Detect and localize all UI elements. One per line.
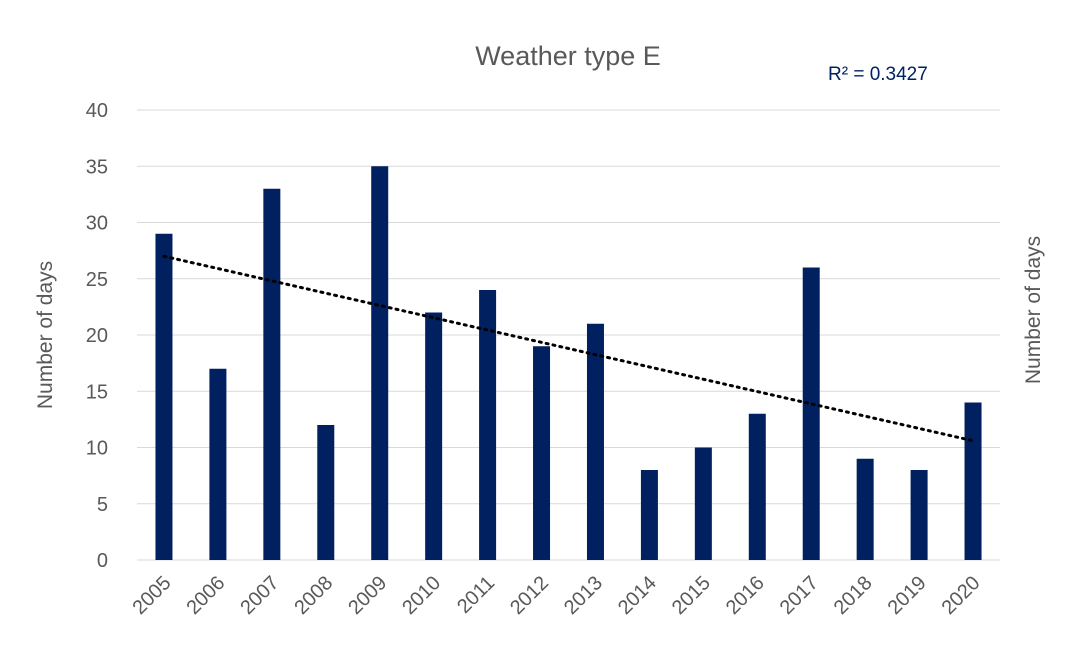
y-tick-label: 40: [86, 100, 108, 122]
x-tick-label: 2018: [830, 572, 877, 619]
y-tick-label: 30: [86, 213, 108, 235]
x-tick-label: 2011: [453, 572, 499, 618]
secondary-axis-label: Number of days: [1022, 236, 1045, 384]
linear-trendline: [162, 254, 975, 443]
bar-2015: [694, 447, 712, 560]
bar-2008: [317, 425, 335, 560]
x-tick-label: 2010: [398, 572, 445, 619]
bars: [155, 166, 982, 560]
x-tick-label: 2006: [182, 572, 229, 619]
y-axis-ticks: 0 5 10 15 20 25 30 35 40: [86, 100, 108, 572]
y-tick-label: 15: [86, 381, 108, 403]
x-tick-label: 2012: [506, 572, 553, 619]
bar-2005: [155, 233, 173, 560]
bar-2011: [479, 290, 497, 560]
trendline: [162, 254, 975, 443]
x-tick-label: 2014: [614, 572, 661, 619]
x-tick-label: 2013: [560, 572, 607, 619]
x-tick-label: 2016: [722, 572, 769, 619]
x-tick-label: 2017: [776, 572, 823, 619]
bar-2016: [748, 413, 766, 560]
x-tick-label: 2009: [344, 572, 391, 619]
y-tick-label: 20: [86, 325, 108, 347]
y-tick-label: 25: [86, 269, 108, 291]
x-axis-ticks: 2005 2006 2007 2008 2009 2010 2011 2012 2013 2014…: [128, 572, 984, 619]
y-tick-label: 5: [97, 494, 108, 516]
y-tick-label: 35: [86, 156, 108, 178]
bar-2012: [533, 346, 551, 560]
chart-title: Weather type E: [475, 41, 661, 71]
gridlines: [137, 109, 1000, 561]
bar-2014: [640, 470, 658, 560]
bar-2010: [425, 312, 443, 560]
y-tick-label: 10: [86, 438, 108, 460]
x-tick-label: 2005: [128, 572, 175, 619]
bar-2006: [209, 368, 227, 560]
bar-2009: [371, 166, 389, 560]
bar-2019: [910, 470, 928, 560]
y-tick-label: 0: [97, 550, 108, 572]
x-tick-label: 2020: [938, 572, 985, 619]
r-squared-annotation: R² = 0.3427: [828, 64, 928, 85]
bar-2020: [964, 402, 982, 560]
x-tick-label: 2007: [236, 572, 283, 619]
x-tick-label: 2008: [290, 572, 337, 619]
x-tick-label: 2015: [668, 572, 715, 619]
bar-2018: [856, 458, 874, 560]
bar-2013: [586, 323, 604, 560]
x-tick-label: 2019: [884, 572, 931, 619]
bar-2017: [802, 267, 820, 560]
bar-2007: [263, 188, 281, 560]
y-axis-label: Number of days: [34, 261, 57, 409]
